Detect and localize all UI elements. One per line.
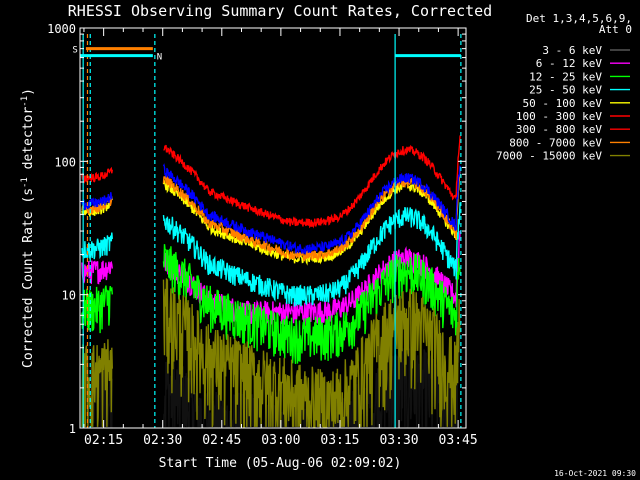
series-line-5-segment-1 <box>163 135 461 229</box>
saa-label: S <box>72 46 77 56</box>
y-axis-label: Corrected Count Rate (s-1 detector-1) <box>20 88 36 368</box>
series-line-2-segment-0 <box>81 285 113 334</box>
series-line-3-segment-1 <box>162 202 461 307</box>
x-tick-label-4: 03:15 <box>320 433 359 448</box>
x-tick-label-3: 03:00 <box>261 433 300 448</box>
plot-frame <box>79 27 467 429</box>
legend-header-1: Att 0 <box>599 23 632 36</box>
plot-area: SN <box>72 27 467 429</box>
x-tick-label-1: 02:30 <box>143 433 182 448</box>
legend-label-7: 800 - 7000 keV <box>509 136 602 149</box>
x-axis: 02:15 02:30 02:45 03:00 03:15 03:30 03:45 <box>83 28 478 448</box>
series-line-2-segment-1 <box>162 244 461 364</box>
night-label: N <box>157 53 162 63</box>
legend-label-6: 300 - 800 keV <box>516 123 602 136</box>
timestamp: 16-Oct-2021 09:30 <box>554 469 636 478</box>
x-axis-label: Start Time (05-Aug-06 02:09:02) <box>159 456 402 471</box>
y-axis-label-main: Corrected Count Rate (s <box>21 188 36 368</box>
x-tick-label-0: 02:15 <box>84 433 123 448</box>
x-tick-label-6: 03:45 <box>439 433 478 448</box>
y-tick-label-2: 100 <box>54 155 76 169</box>
series-line-5-segment-0 <box>81 166 113 184</box>
series-line-extra-0-segment-1 <box>162 163 461 256</box>
y-axis-label-sup1: -1 <box>20 177 30 188</box>
y-axis-label-mid: detector <box>21 107 36 178</box>
series-line-8-segment-1 <box>162 278 461 428</box>
y-tick-label-3: 1000 <box>47 22 76 36</box>
legend-label-8: 7000 - 15000 keV <box>496 150 602 163</box>
series-line-1-segment-0 <box>81 260 113 285</box>
legend-header-0: Det 1,3,4,5,6,9, <box>526 12 632 25</box>
y-axis-label-end: ) <box>21 88 36 96</box>
y-tick-label-1: 10 <box>62 289 76 303</box>
y-axis-label-sup2: -1 <box>20 96 30 107</box>
x-tick-label-5: 03:30 <box>379 433 418 448</box>
series-line-7-segment-1 <box>162 166 461 262</box>
y-axis: 1 10 100 1000 <box>47 22 466 436</box>
series-line-4-segment-1 <box>162 171 461 266</box>
legend-label-0: 3 - 6 keV <box>542 44 602 57</box>
legend-label-4: 50 - 100 keV <box>523 97 603 110</box>
legend-label-1: 6 - 12 keV <box>536 57 603 70</box>
x-tick-label-2: 02:45 <box>202 433 241 448</box>
series-line-3-segment-0 <box>81 232 113 260</box>
legend-label-3: 25 - 50 keV <box>529 84 602 97</box>
legend-label-2: 12 - 25 keV <box>529 70 602 83</box>
chart-title: RHESSI Observing Summary Count Rates, Co… <box>68 2 492 20</box>
legend-label-5: 100 - 300 keV <box>516 110 602 123</box>
y-tick-label-0: 1 <box>69 422 76 436</box>
